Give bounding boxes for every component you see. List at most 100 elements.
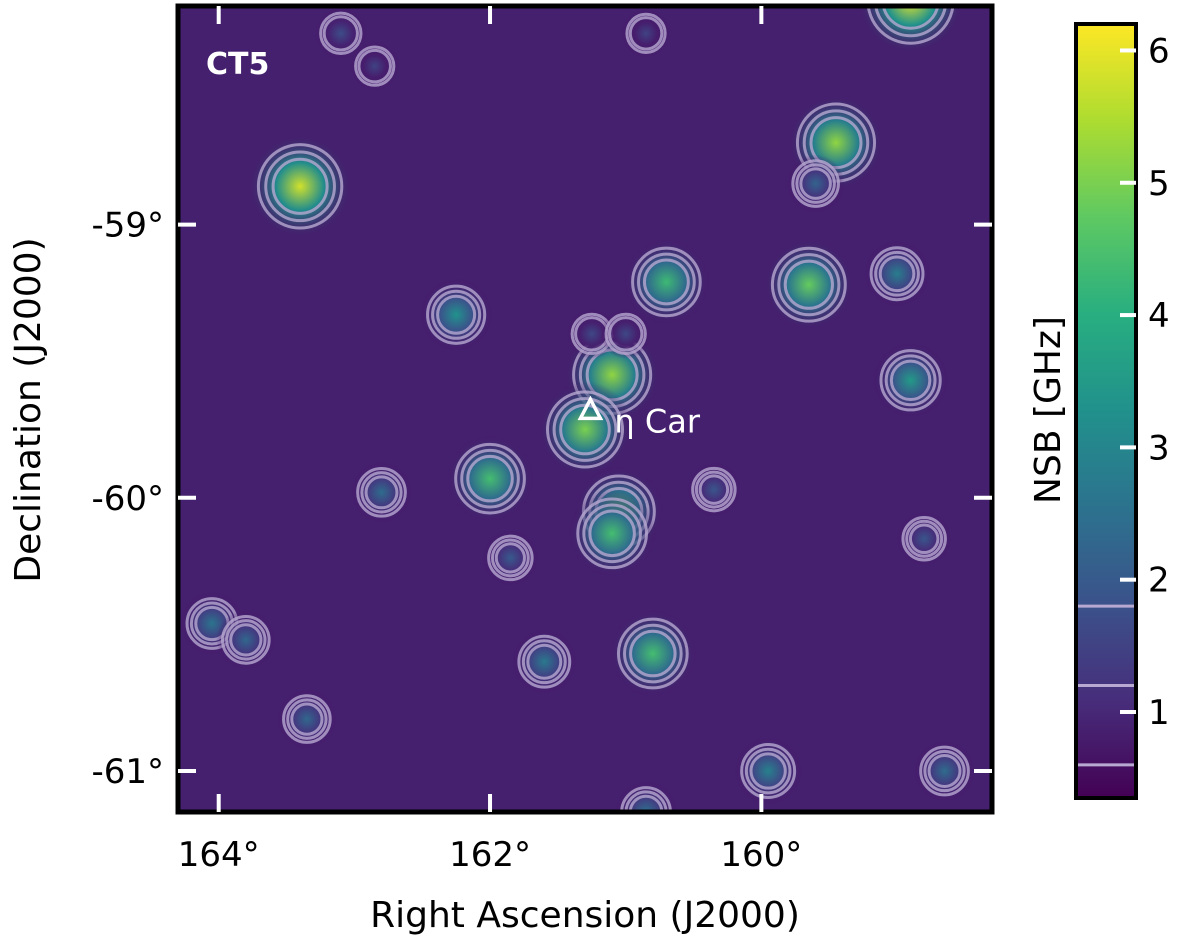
map-ticks: 164° 162° 160° -59° -60° -61° (91, 6, 992, 875)
source-glow (482, 530, 539, 586)
source-blob (863, 240, 931, 307)
contour-ring (694, 470, 733, 509)
source-blob (537, 381, 633, 478)
contour-ring (901, 516, 947, 562)
source-glow (786, 154, 845, 213)
contour-ring (494, 542, 526, 574)
source-glow (511, 629, 577, 695)
contour-ring (919, 745, 970, 797)
source-glow (419, 278, 493, 352)
contour-ring (229, 623, 263, 657)
contour-ring (628, 16, 664, 51)
y-tick-label: -60° (91, 479, 164, 519)
contour-ring (490, 538, 530, 578)
source-glow (537, 381, 633, 478)
contour-ring (749, 752, 787, 790)
nsb-map: η Car CT5 164° 162° 160° -59° -60° -61° (91, 3, 995, 875)
contour-ring (290, 702, 324, 736)
source-glow (856, 6, 966, 56)
contour-ring (604, 312, 647, 356)
contour-ring (777, 253, 841, 317)
colorbar-tick-label: 1 (1148, 693, 1170, 733)
source-blob (246, 132, 354, 240)
colorbar-label: NSB [GHz] (1028, 316, 1069, 504)
source-blob (568, 489, 657, 578)
contour-ring (884, 354, 937, 407)
source-blob (277, 689, 337, 749)
contour-ring (623, 623, 683, 684)
contour-ring (791, 159, 840, 208)
contour-ring (264, 150, 336, 223)
source-glow (277, 689, 337, 749)
source-glow (734, 737, 803, 805)
colorbar-contour-lines (1076, 604, 1136, 767)
source-blob (623, 238, 710, 326)
contour-ring (271, 157, 329, 215)
contour-ring (783, 259, 834, 310)
contour-ring (881, 6, 940, 30)
contour-ring (356, 466, 407, 518)
colorbar-tick-label: 3 (1148, 428, 1170, 468)
eta-car-marker (577, 395, 604, 421)
source-blob (419, 278, 493, 352)
contour-ring (874, 250, 920, 297)
contour-ring (364, 475, 399, 510)
contour-ring (221, 615, 271, 665)
contour-ring (625, 12, 667, 54)
bright-source-layer (180, 6, 976, 812)
contour-ring (637, 252, 696, 312)
contour-ring (576, 497, 648, 570)
colorbar-tick-label: 5 (1148, 164, 1170, 204)
source-glow (621, 8, 671, 58)
contour-ring (642, 258, 690, 306)
source-blob (446, 434, 535, 523)
contour-ring (559, 403, 611, 456)
source-glow (686, 462, 742, 517)
contour-ring (799, 167, 832, 200)
contour-ring (927, 754, 962, 788)
x-tick-label: 164° (178, 835, 260, 875)
contour-ring (426, 284, 487, 345)
source-glow (350, 41, 400, 91)
source-glow (762, 238, 856, 332)
source-glow (896, 511, 952, 566)
contour-ring (582, 503, 642, 564)
contour-ring (923, 749, 966, 793)
contour-ring (282, 694, 332, 744)
contour-ring (874, 6, 947, 38)
map-frame (175, 3, 995, 815)
source-blob (608, 609, 697, 698)
source-glow (314, 7, 367, 60)
source-glow (623, 238, 710, 326)
contour-ring (698, 474, 730, 505)
colorbar-gradient (1076, 24, 1136, 798)
y-tick-label: -61° (91, 752, 164, 792)
colorbar-tick-label: 6 (1148, 31, 1170, 71)
contour-ring (631, 246, 702, 318)
source-blob (482, 530, 539, 586)
contour-ring (431, 289, 482, 340)
colorbar-ticks: 1 2 3 4 5 6 (1120, 31, 1170, 733)
contour-ring (546, 390, 624, 469)
x-tick-label: 160° (720, 835, 802, 875)
contour-ring (770, 246, 847, 323)
contour-ring (608, 316, 644, 352)
source-blob (511, 629, 577, 695)
contour-ring (521, 639, 567, 685)
contour-ring (908, 523, 940, 555)
contour-ring (552, 397, 618, 462)
contour-ring (879, 349, 942, 412)
contour-ring (616, 617, 689, 690)
source-blob (350, 461, 413, 523)
contour-ring (225, 619, 267, 661)
contour-ring (588, 509, 636, 558)
source-blob (896, 511, 952, 566)
contour-ring (286, 698, 328, 740)
contour-ring (256, 143, 344, 230)
contour-ring (866, 6, 955, 45)
source-glow (913, 740, 976, 802)
contour-ring (629, 629, 677, 678)
contour-ring (744, 747, 792, 795)
source-blob (621, 8, 671, 58)
